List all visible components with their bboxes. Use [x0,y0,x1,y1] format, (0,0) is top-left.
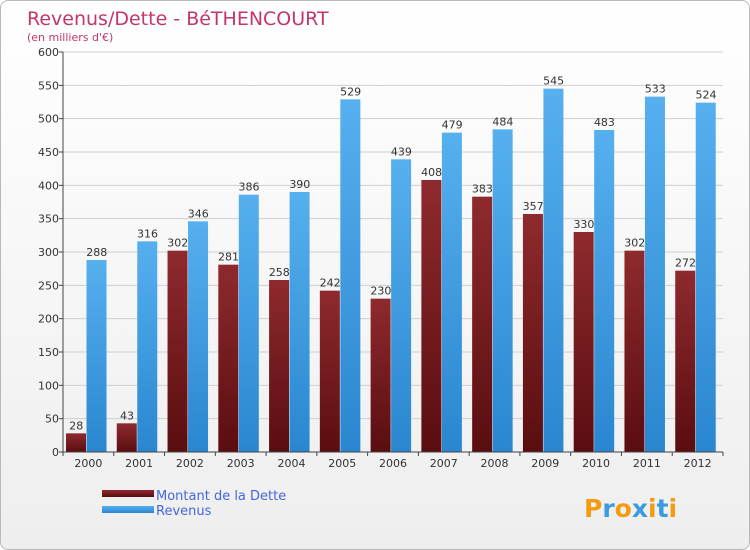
bar-debt [522,214,543,452]
data-label-debt: 383 [472,183,493,196]
y-tick-label: 0 [52,446,59,459]
axes [59,51,724,456]
data-label-revenus: 386 [239,181,260,194]
logo-letter: x [632,494,648,523]
y-tick-label: 350 [38,213,59,226]
bar-revenus [492,129,513,453]
x-tick-label: 2011 [633,457,661,470]
bar-debt [624,250,645,452]
bar-debt [269,280,290,452]
data-label-debt: 281 [218,251,239,264]
data-label-revenus: 288 [86,246,107,259]
bar-revenus [391,159,412,453]
x-tick-label: 2003 [227,457,255,470]
labels: 0 50 100 150 200 250 300 350 400 450 500 550 600 2000… [38,46,716,470]
x-tick-label: 2001 [125,457,153,470]
data-label-revenus: 483 [594,116,615,129]
proxiti-logo: Proxiti [584,494,677,523]
x-tick-label: 2008 [481,457,509,470]
bars [66,88,716,453]
data-label-revenus: 545 [543,75,564,88]
bar-debt [319,290,340,452]
bar-revenus [86,260,107,452]
data-label-revenus: 533 [645,83,666,96]
chart-subtitle: (en milliers d'€) [27,31,113,44]
x-tick-label: 2006 [379,457,407,470]
bar-revenus [289,192,310,452]
data-label-debt: 28 [69,419,83,432]
y-tick-label: 400 [38,179,59,192]
y-tick-label: 250 [38,279,59,292]
y-tick-label: 200 [38,313,59,326]
x-tick-label: 2007 [430,457,458,470]
data-label-debt: 330 [573,218,594,231]
bar-revenus [594,130,615,452]
bar-revenus [644,96,665,453]
data-label-debt: 408 [421,166,442,179]
y-tick-label: 50 [45,413,59,426]
proxiti-logo-text: Proxiti [584,494,677,523]
data-label-revenus: 479 [442,119,463,132]
data-label-debt: 258 [269,266,290,279]
bar-debt [66,433,86,452]
legend: Montant de la Dette Revenus [102,489,286,519]
x-tick-label: 2010 [582,457,610,470]
bar-debt [116,423,137,452]
y-tick-label: 500 [38,113,59,126]
bar-debt [370,298,391,452]
bar-revenus [340,99,361,452]
x-tick-label: 2000 [74,457,102,470]
logo-letter: t [657,494,669,523]
x-tick-label: 2005 [328,457,356,470]
bar-revenus [543,88,564,453]
data-label-debt: 230 [370,285,391,298]
bar-debt [167,250,188,452]
y-tick-label: 150 [38,346,59,359]
bar-debt [421,180,442,452]
data-label-debt: 242 [320,277,341,290]
data-label-debt: 302 [624,237,645,250]
legend-label-debt: Montant de la Dette [156,489,286,504]
y-tick-label: 100 [38,379,59,392]
y-tick-label: 300 [38,246,59,259]
y-tick-label: 450 [38,146,59,159]
bar-debt [472,196,493,452]
bar-debt [675,270,696,452]
x-tick-label: 2012 [684,457,712,470]
logo-letter: r [602,494,615,523]
bar-revenus [137,241,158,452]
chart-title: Revenus/Dette - BéTHENCOURT [27,8,329,30]
y-tick-label: 550 [38,79,59,92]
logo-letter: i [669,494,678,523]
legend-label-revenus: Revenus [156,504,212,519]
x-tick-label: 2009 [531,457,559,470]
logo-letter: o [615,494,632,523]
bar-revenus [695,102,716,453]
bar-revenus [238,194,259,452]
data-label-revenus: 524 [695,89,716,102]
data-label-debt: 302 [167,237,188,250]
data-label-debt: 272 [675,257,696,270]
logo-letter: i [648,494,657,523]
bar-debt [218,264,239,452]
legend-swatch-debt [102,490,154,497]
data-label-revenus: 346 [188,207,209,220]
bar-revenus [441,132,462,452]
data-label-debt: 357 [523,200,544,213]
bar-debt [573,232,594,452]
data-label-revenus: 484 [492,115,513,128]
data-label-revenus: 390 [289,178,310,191]
data-label-debt: 43 [120,409,134,422]
data-label-revenus: 529 [340,85,361,98]
x-tick-label: 2002 [176,457,204,470]
x-tick-label: 2004 [277,457,305,470]
bar-revenus [188,221,209,452]
y-tick-label: 600 [38,46,59,59]
data-label-revenus: 316 [137,227,158,240]
legend-swatch-revenus [102,506,154,513]
data-label-revenus: 439 [391,145,412,158]
logo-letter: P [584,494,602,523]
